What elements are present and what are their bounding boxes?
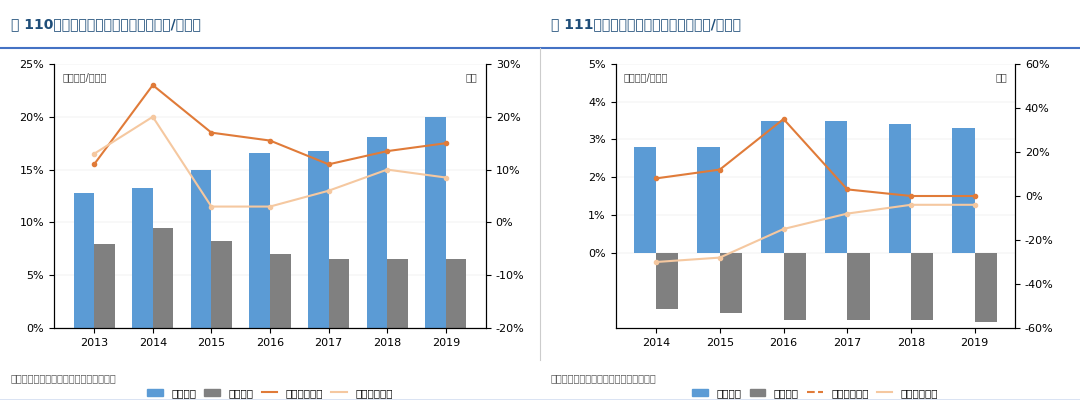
Bar [426,117,446,328]
Text: 资料来源：公司财报、安信证券研究中心: 资料来源：公司财报、安信证券研究中心 [551,373,657,383]
Bar [328,259,349,328]
Text: 图 110：青岛啤酒和重庆啤酒职工薪酬/总收入: 图 110：青岛啤酒和重庆啤酒职工薪酬/总收入 [11,17,201,31]
Bar [132,188,152,328]
Bar [848,252,869,320]
Bar [446,259,467,328]
Bar [94,244,114,328]
Text: 折旧费用/总收入: 折旧费用/总收入 [623,72,667,82]
Bar [889,124,912,252]
Bar [825,120,848,252]
Bar [367,137,388,328]
Bar [73,193,94,328]
Text: 职工薪酬/总收入: 职工薪酬/总收入 [63,72,107,82]
Bar [634,147,656,252]
Bar [249,153,270,328]
Bar [912,252,933,320]
Bar [783,252,806,320]
Bar [212,242,232,328]
Legend: 青岛啤酒, 重庆啤酒, 青岛啤酒同比, 重庆啤酒同比: 青岛啤酒, 重庆啤酒, 青岛啤酒同比, 重庆啤酒同比 [688,384,943,400]
Bar [975,252,997,322]
Text: 同比: 同比 [465,72,477,82]
Text: 资料来源：公司财报、安信证券研究中心: 资料来源：公司财报、安信证券研究中心 [11,373,117,383]
Bar [191,170,212,328]
Bar [270,254,291,328]
Bar [388,259,408,328]
Bar [761,120,783,252]
Text: 同比: 同比 [996,72,1008,82]
Bar [719,252,742,313]
Bar [953,128,975,252]
Text: 图 111：青岛啤酒和重庆啤酒折旧费用/总收入: 图 111：青岛啤酒和重庆啤酒折旧费用/总收入 [551,17,741,31]
Bar [698,147,719,252]
Bar [656,252,678,309]
Bar [152,228,173,328]
Legend: 青岛啤酒, 重庆啤酒, 青岛啤酒同比, 重庆啤酒同比: 青岛啤酒, 重庆啤酒, 青岛啤酒同比, 重庆啤酒同比 [143,384,397,400]
Bar [308,150,328,328]
